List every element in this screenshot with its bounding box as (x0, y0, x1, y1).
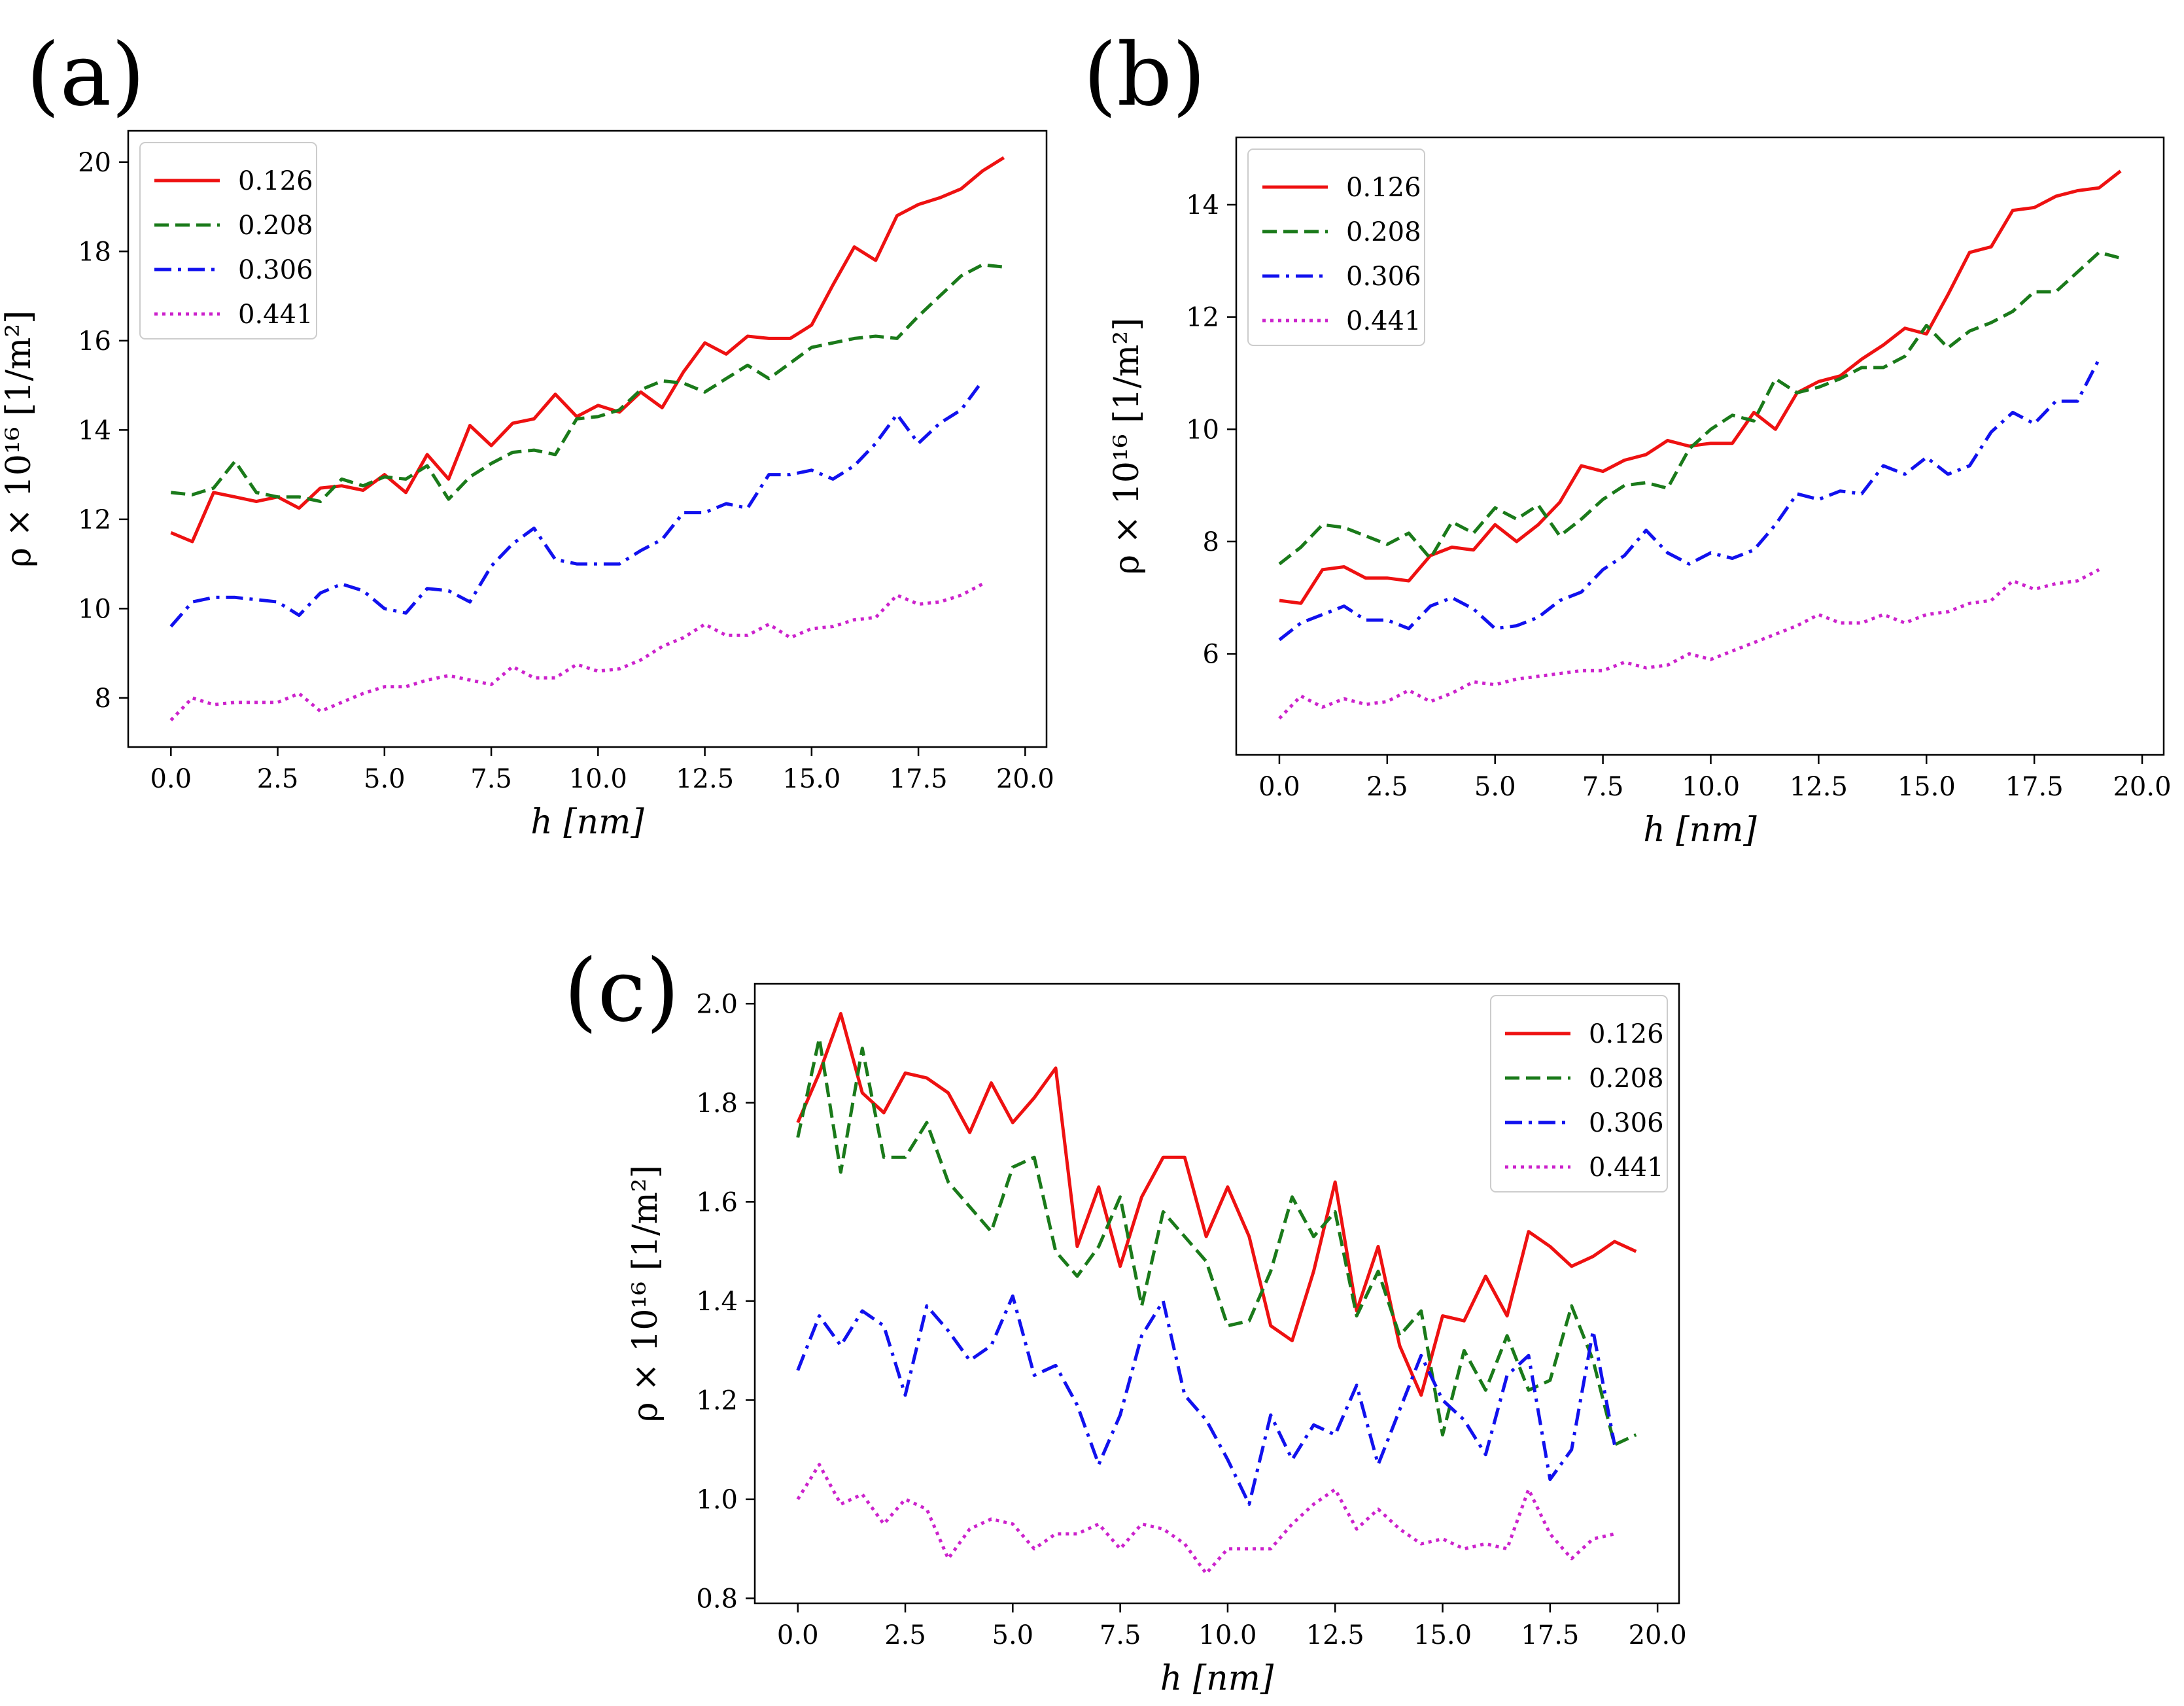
legend-label: 0.441 (1346, 306, 1421, 336)
legend: 0.126 0.208 0.306 0.441 (139, 142, 317, 339)
x-tick-label: 10.0 (1198, 1620, 1257, 1650)
x-tick-label: 12.5 (1790, 772, 1848, 802)
series-line-0.306 (1278, 358, 2101, 642)
x-tick-label: 5.0 (1474, 772, 1516, 802)
series-line-0.208 (1278, 251, 2121, 566)
series-line-0.126 (796, 1012, 1637, 1397)
x-tick-label: 0.0 (1258, 772, 1300, 802)
legend-label: 0.306 (1346, 262, 1421, 292)
y-tick-label: 1.0 (696, 1485, 738, 1515)
x-tick-label: 0.0 (150, 764, 192, 794)
y-tick-label: 18 (78, 237, 111, 267)
x-tick-label: 20.0 (996, 764, 1054, 794)
legend-label: 0.126 (238, 166, 313, 196)
panel-b: (b) 0.0 2.5 5.0 7.5 10.0 12.5 15.0 17.5 20.0 6 8 10 1… (1083, 25, 2172, 850)
legend: 0.126 0.208 0.306 0.441 (1247, 148, 1425, 346)
y-axis-label: ρ × 10¹⁶ [1/m²] (626, 1165, 665, 1422)
y-tick-label: 16 (78, 326, 111, 357)
y-tick-label: 8 (1203, 527, 1219, 557)
panel-label: (c) (564, 941, 680, 1041)
legend-label: 0.126 (1589, 1019, 1664, 1049)
legend-label: 0.306 (1589, 1108, 1664, 1138)
legend-box (1247, 148, 1425, 346)
axes-frame (127, 130, 1048, 748)
y-tick-label: 1.6 (696, 1187, 738, 1217)
y-tick-label: 0.8 (696, 1584, 738, 1614)
x-tick-label: 15.0 (1898, 772, 1956, 802)
series-line-0.126 (1279, 169, 2122, 605)
y-axis-label: ρ × 10¹⁶ [1/m²] (0, 311, 39, 568)
x-tick-label: 10.0 (1682, 772, 1740, 802)
y-tick-label: 20 (78, 148, 111, 178)
x-tick-label: 0.0 (777, 1620, 819, 1650)
y-tick-label: 14 (78, 415, 111, 445)
panel-a: (a) 0.0 2.5 5.0 7.5 10.0 12.5 15.0 17.5 20.0 8 10 12… (0, 25, 1054, 842)
x-tick-label: 10.0 (569, 764, 627, 794)
x-tick-label: 17.5 (1521, 1620, 1579, 1650)
legend-box (1490, 995, 1668, 1192)
x-axis-label: h [nm] (1643, 810, 1757, 850)
x-tick-label: 15.0 (782, 764, 841, 794)
x-axis-label: h [nm] (1160, 1659, 1274, 1698)
series-line-0.306 (169, 379, 984, 628)
series-line-0.441 (169, 582, 984, 722)
x-tick-label: 2.5 (1366, 772, 1408, 802)
x-tick-label: 12.5 (676, 764, 734, 794)
y-tick-label: 2.0 (696, 989, 738, 1019)
x-tick-label: 7.5 (470, 764, 512, 794)
x-tick-label: 5.0 (992, 1620, 1034, 1650)
x-tick-label: 2.5 (257, 764, 299, 794)
legend-label: 0.126 (1346, 173, 1421, 203)
x-axis-label: h [nm] (530, 803, 644, 842)
legend-label: 0.208 (238, 211, 313, 241)
y-tick-label: 10 (78, 594, 111, 624)
x-tick-label: 20.0 (1629, 1620, 1687, 1650)
axes-frame (754, 983, 1680, 1605)
legend-label: 0.306 (238, 255, 313, 285)
x-tick-label: 17.5 (890, 764, 948, 794)
y-tick-label: 12 (78, 505, 111, 535)
y-axis-label: ρ × 10¹⁶ [1/m²] (1107, 318, 1147, 575)
series-line-0.208 (171, 263, 1004, 504)
y-tick-label: 10 (1186, 415, 1219, 445)
y-tick-label: 14 (1186, 190, 1219, 220)
legend-label: 0.208 (1589, 1064, 1664, 1094)
series-line-0.208 (796, 1036, 1637, 1447)
legend: 0.126 0.208 0.306 0.441 (1490, 995, 1668, 1192)
legend-label: 0.208 (1346, 217, 1421, 247)
x-tick-label: 20.0 (2113, 772, 2171, 802)
series-line-0.306 (796, 1294, 1616, 1506)
x-tick-label: 7.5 (1582, 772, 1624, 802)
legend-label: 0.441 (238, 300, 313, 330)
series-group (169, 156, 1005, 722)
y-tick-label: 1.8 (696, 1088, 738, 1119)
legend-box (139, 142, 317, 339)
series-line-0.441 (1278, 568, 2100, 720)
panel-label: (b) (1083, 25, 1206, 126)
y-tick-label: 1.2 (696, 1385, 738, 1416)
x-tick-label: 12.5 (1306, 1620, 1364, 1650)
x-tick-label: 5.0 (364, 764, 406, 794)
x-tick-label: 7.5 (1100, 1620, 1141, 1650)
y-tick-label: 12 (1186, 303, 1219, 333)
panels: (a) 0.0 2.5 5.0 7.5 10.0 12.5 15.0 17.5 20.0 8 10 12… (0, 25, 2172, 1698)
legend-label: 0.441 (1589, 1153, 1664, 1183)
y-tick-label: 6 (1203, 640, 1219, 670)
panel-c: (c) 0.0 2.5 5.0 7.5 10.0 12.5 15.0 17.5 20.0 0.8 1.… (564, 941, 1687, 1698)
axes-frame (1235, 136, 2165, 756)
series-group (796, 1012, 1637, 1575)
series-group (1278, 169, 2122, 720)
panel-label: (a) (26, 25, 145, 126)
y-tick-label: 8 (95, 684, 111, 714)
x-tick-label: 15.0 (1413, 1620, 1472, 1650)
series-line-0.441 (796, 1463, 1615, 1575)
y-tick-label: 1.4 (696, 1287, 738, 1317)
x-tick-label: 2.5 (884, 1620, 926, 1650)
x-tick-label: 17.5 (2005, 772, 2064, 802)
